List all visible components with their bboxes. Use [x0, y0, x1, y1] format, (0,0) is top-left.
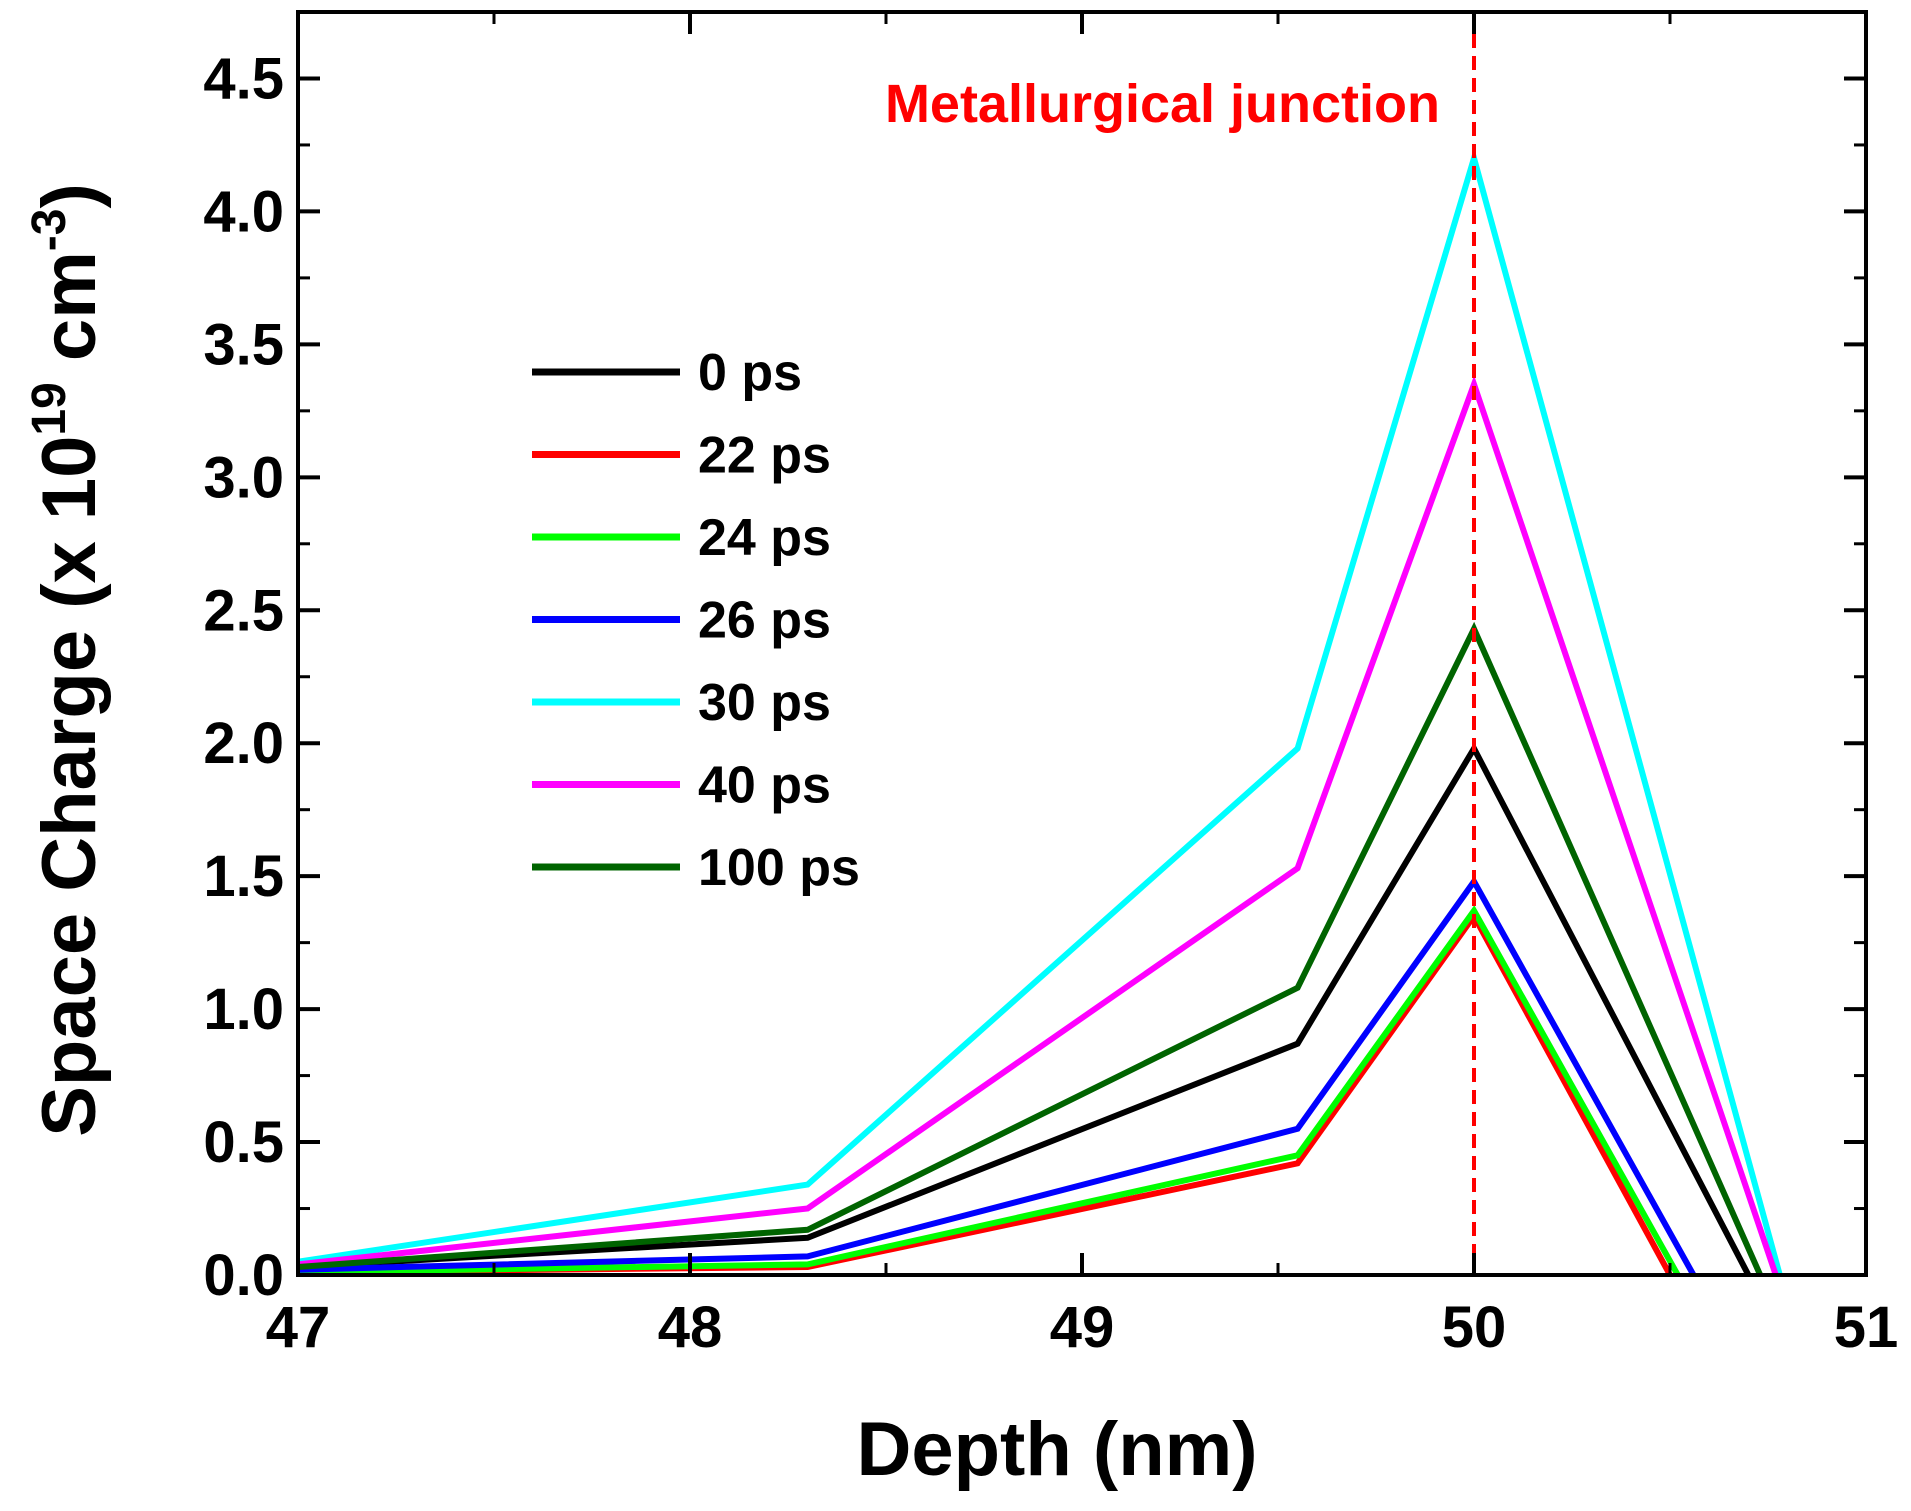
legend-entry: 30 ps — [532, 674, 831, 732]
legend-label: 0 ps — [698, 344, 802, 402]
y-tick-label: 4.5 — [203, 46, 284, 111]
plot-frame — [296, 10, 1868, 1277]
legend-entry: 24 ps — [532, 509, 831, 567]
y-tick-label: 3.5 — [203, 312, 284, 377]
legend-label: 100 ps — [698, 839, 860, 897]
legend-entry: 26 ps — [532, 592, 831, 650]
x-tick-label: 50 — [1442, 1295, 1507, 1360]
legend: 0 ps 22 ps 24 ps 26 ps 30 ps 40 ps 100 ps — [532, 344, 860, 897]
axes: 47 48 49 50 51 0.0 0.5 1.0 1.5 2.0 2.5 3.0 3.5 4.0 4.5 — [203, 10, 1899, 1360]
legend-entry: 0 ps — [532, 344, 802, 402]
y-tick-label: 4.0 — [203, 179, 284, 244]
series-line-30-ps — [297, 147, 1783, 1276]
x-tick-label: 47 — [266, 1295, 331, 1360]
legend-entry: 22 ps — [532, 427, 831, 485]
legend-label: 40 ps — [698, 757, 831, 815]
y-axis-title: Space Charge (x 1019 cm-3) — [23, 183, 112, 1137]
legend-entry: 40 ps — [532, 757, 831, 815]
series-line-0-ps — [297, 742, 1752, 1277]
series-line-40-ps — [297, 375, 1779, 1276]
y-tick-label: 1.5 — [203, 844, 284, 909]
series-line-26-ps — [297, 875, 1697, 1277]
y-tick-label: 0.0 — [203, 1243, 284, 1308]
y-tick-label: 3.0 — [203, 445, 284, 510]
x-axis-title: Depth (nm) — [856, 1407, 1257, 1492]
legend-entry: 100 ps — [532, 839, 860, 897]
series-line-24-ps — [297, 905, 1681, 1277]
legend-label: 26 ps — [698, 592, 831, 650]
x-tick-label: 51 — [1834, 1295, 1899, 1360]
legend-label: 30 ps — [698, 674, 831, 732]
y-tick-label: 2.5 — [203, 578, 284, 643]
y-tick-label: 2.0 — [203, 711, 284, 776]
legend-label: 22 ps — [698, 427, 831, 485]
series-line-22-ps — [297, 910, 1673, 1277]
y-tick-label: 0.5 — [203, 1110, 284, 1175]
series-lines — [297, 147, 1783, 1277]
x-tick-label: 48 — [658, 1295, 723, 1360]
x-tick-label: 49 — [1050, 1295, 1115, 1360]
metallurgical-junction-label: Metallurgical junction — [885, 74, 1440, 134]
y-tick-label: 1.0 — [203, 977, 284, 1042]
legend-label: 24 ps — [698, 509, 831, 567]
series-line-100-ps — [297, 621, 1763, 1277]
